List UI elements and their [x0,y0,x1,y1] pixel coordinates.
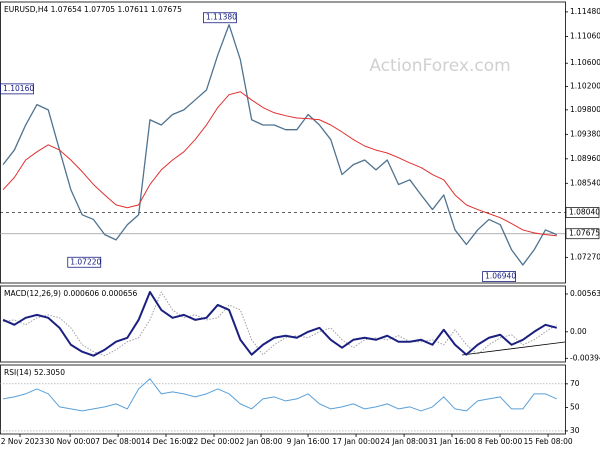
price-level-label: 1.08040 [569,207,600,216]
annotation-label: 1.10160 [3,84,34,93]
annotation-label: 1.06940 [485,272,516,281]
annotation-box [67,256,102,268]
y-tick-label: 30 [570,426,580,435]
y-tick-label: 1.11060 [570,31,600,40]
y-tick-label: 50 [570,402,580,411]
annotation-label: 1.07220 [70,257,101,266]
panel-frame [0,364,566,435]
price-level-box [565,207,600,218]
panel-header: MACD(12,26,9) 0.000606 0.000656 [4,289,138,298]
x-tick-label: 8 Feb 00:00 [478,437,523,446]
price-level-box [565,228,600,240]
series-line [2,24,557,266]
y-tick-label: 1.10600 [570,58,600,67]
x-tick-label: 17 Jan 00:00 [332,437,380,446]
x-tick-label: 7 Dec 08:00 [95,437,141,446]
y-tick-label: 1.09800 [570,105,600,114]
panel-frame [0,285,566,363]
annotation-box [203,12,237,24]
series-line [2,290,558,357]
y-tick-label: 0.00 [570,327,587,336]
annotation-box [0,83,35,95]
y-tick-label: 1.10200 [570,82,600,91]
x-tick-label: 9 Jan 16:00 [287,437,330,446]
panel-frame [0,1,566,284]
panel-header: RSI(14) 52.3050 [4,368,65,377]
y-tick-label: 1.09380 [570,129,600,138]
annotation-label: 1.11380 [206,13,237,22]
y-tick-label: 70 [570,379,580,388]
x-tick-label: 2 Jan 08:00 [240,437,283,446]
y-tick-label: 1.08960 [570,154,600,163]
series-line [2,378,557,412]
series-line [2,291,558,357]
x-tick-label: 24 Jan 08:00 [380,437,428,446]
annotation-box [482,271,516,282]
y-tick-label: -0.003949 [570,353,600,362]
x-tick-label: 22 Nov 2023 [0,437,44,446]
y-tick-label: 1.07270 [570,252,600,261]
y-tick-label: 1.11480 [570,7,600,16]
price-level-label: 1.07675 [569,229,600,238]
y-tick-label: 0.005635 [570,289,600,298]
watermark: ActionForex.com [369,56,510,76]
x-tick-label: 15 Feb 08:00 [523,437,572,446]
x-tick-label: 22 Dec 00:00 [189,437,240,446]
x-tick-label: 14 Dec 16:00 [141,437,192,446]
y-tick-label: 1.08540 [570,178,600,187]
series-line [2,91,557,237]
x-tick-label: 30 Nov 00:00 [45,437,96,446]
panel-header: EURUSD,H4 1.07654 1.07705 1.07611 1.0767… [4,5,182,14]
x-tick-label: 31 Jan 16:00 [428,437,476,446]
